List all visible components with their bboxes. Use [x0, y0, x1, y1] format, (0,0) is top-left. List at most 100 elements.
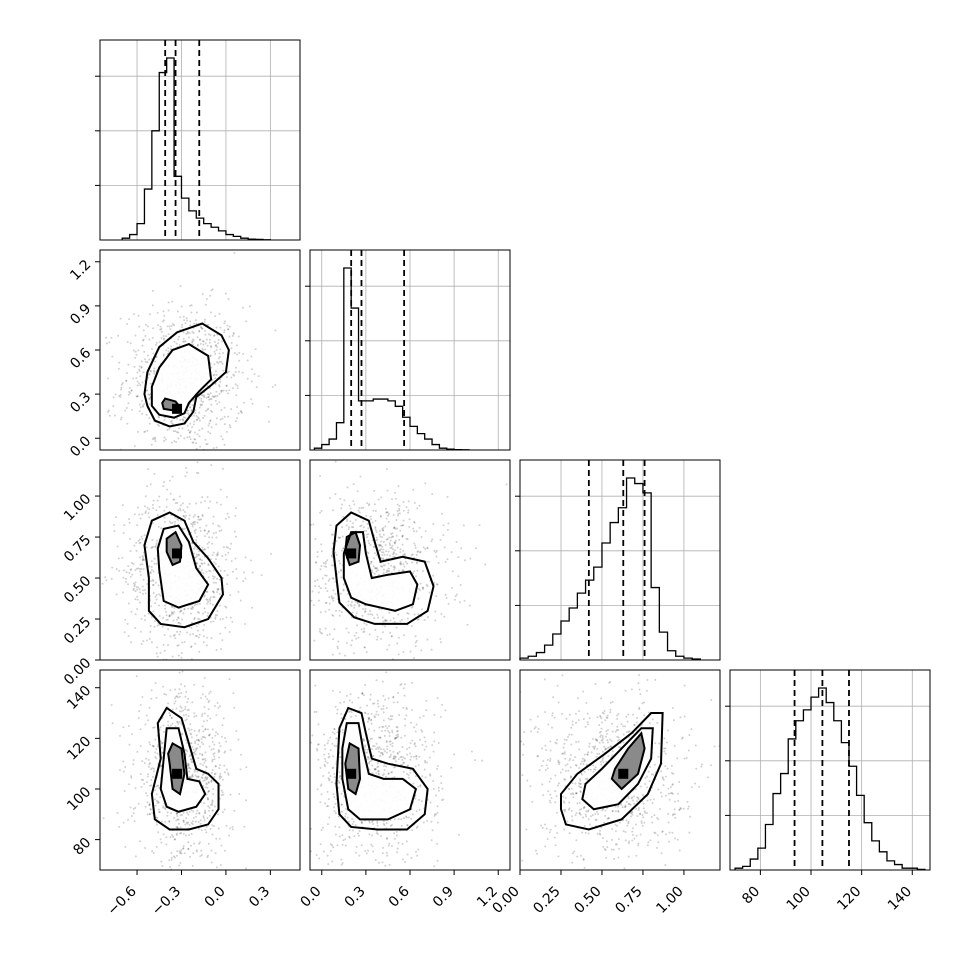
density-peak	[172, 768, 183, 779]
scatter-point	[207, 805, 210, 808]
scatter-point	[221, 417, 224, 420]
scatter-point	[151, 538, 154, 541]
scatter-point	[374, 527, 377, 530]
scatter-point	[345, 642, 348, 645]
scatter-point	[628, 840, 631, 843]
scatter-point	[223, 415, 226, 418]
scatter-point	[391, 498, 394, 501]
scatter-point	[208, 393, 211, 396]
scatter-point	[382, 529, 385, 532]
scatter-point	[382, 557, 385, 560]
scatter-point	[408, 525, 411, 528]
scatter-point	[202, 779, 205, 782]
scatter-point	[196, 521, 199, 524]
scatter-point	[345, 524, 348, 527]
scatter-point	[406, 753, 409, 756]
scatter-point	[197, 518, 200, 521]
scatter-point	[213, 805, 216, 808]
scatter-point	[195, 734, 198, 737]
scatter-point	[398, 750, 401, 753]
scatter-point	[175, 833, 178, 836]
scatter-point	[334, 592, 337, 595]
scatter-point	[287, 829, 289, 831]
scatter-point	[371, 539, 374, 542]
scatter-point	[403, 734, 406, 737]
scatter-point	[227, 297, 230, 300]
pair-panel-0-2	[99, 459, 301, 661]
scatter-point	[142, 556, 145, 559]
scatter-point	[210, 346, 213, 349]
scatter-point	[207, 701, 210, 704]
scatter-point	[388, 554, 391, 557]
scatter-point	[395, 736, 398, 739]
scatter-point	[387, 567, 390, 570]
scatter-point	[179, 814, 182, 817]
scatter-point	[180, 683, 183, 686]
scatter-point	[430, 648, 433, 651]
scatter-point	[197, 515, 200, 518]
scatter-point	[631, 839, 634, 842]
scatter-point	[601, 750, 604, 753]
scatter-point	[160, 764, 163, 767]
scatter-point	[187, 607, 190, 610]
scatter-point	[194, 603, 197, 606]
scatter-point	[209, 354, 212, 357]
scatter-point	[457, 556, 460, 559]
scatter-point	[203, 779, 206, 782]
scatter-point	[240, 753, 243, 756]
scatter-point	[218, 604, 221, 607]
scatter-point	[382, 711, 385, 714]
scatter-point	[388, 863, 391, 866]
scatter-point	[390, 844, 393, 847]
scatter-point	[382, 704, 385, 707]
scatter-point	[160, 336, 163, 339]
scatter-point	[210, 464, 213, 467]
scatter-point	[397, 842, 400, 845]
scatter-point	[180, 609, 183, 612]
scatter-point	[574, 756, 577, 759]
scatter-point	[204, 812, 207, 815]
scatter-point	[194, 742, 197, 745]
scatter-point	[317, 599, 320, 602]
scatter-point	[392, 757, 395, 760]
hist-steps-3	[734, 687, 926, 871]
scatter-point	[616, 739, 619, 742]
scatter-point	[416, 507, 419, 510]
scatter-point	[234, 420, 237, 423]
scatter-point	[208, 569, 211, 572]
scatter-point	[231, 828, 234, 831]
scatter-point	[183, 852, 186, 855]
scatter-point	[633, 795, 636, 798]
scatter-point	[203, 595, 206, 598]
scatter-point	[206, 542, 209, 545]
scatter-point	[171, 475, 174, 478]
scatter-point	[125, 379, 128, 382]
contour-level-2	[167, 741, 186, 796]
scatter-point	[148, 802, 151, 805]
scatter-point	[314, 584, 317, 587]
scatter-point	[260, 552, 262, 554]
scatter-point	[672, 813, 675, 816]
scatter-point	[229, 827, 232, 830]
scatter-point	[181, 502, 184, 505]
scatter-point	[351, 639, 354, 642]
scatter-point	[182, 819, 185, 822]
scatter-point	[143, 350, 146, 353]
scatter-point	[349, 709, 352, 712]
scatter-point	[342, 839, 345, 842]
scatter-point	[600, 739, 603, 742]
scatter-point	[159, 838, 162, 841]
scatter-point	[441, 703, 444, 706]
scatter-point	[327, 804, 330, 807]
scatter-point	[202, 635, 205, 638]
scatter-point	[337, 815, 340, 818]
scatter-point	[642, 816, 645, 819]
scatter-point	[436, 764, 439, 767]
scatter-point	[256, 839, 258, 841]
scatter-point	[129, 550, 132, 553]
scatter-point	[182, 612, 185, 615]
scatter-point	[338, 771, 341, 774]
scatter-point	[152, 579, 155, 582]
scatter-point	[225, 768, 228, 771]
scatter-point	[205, 396, 208, 399]
